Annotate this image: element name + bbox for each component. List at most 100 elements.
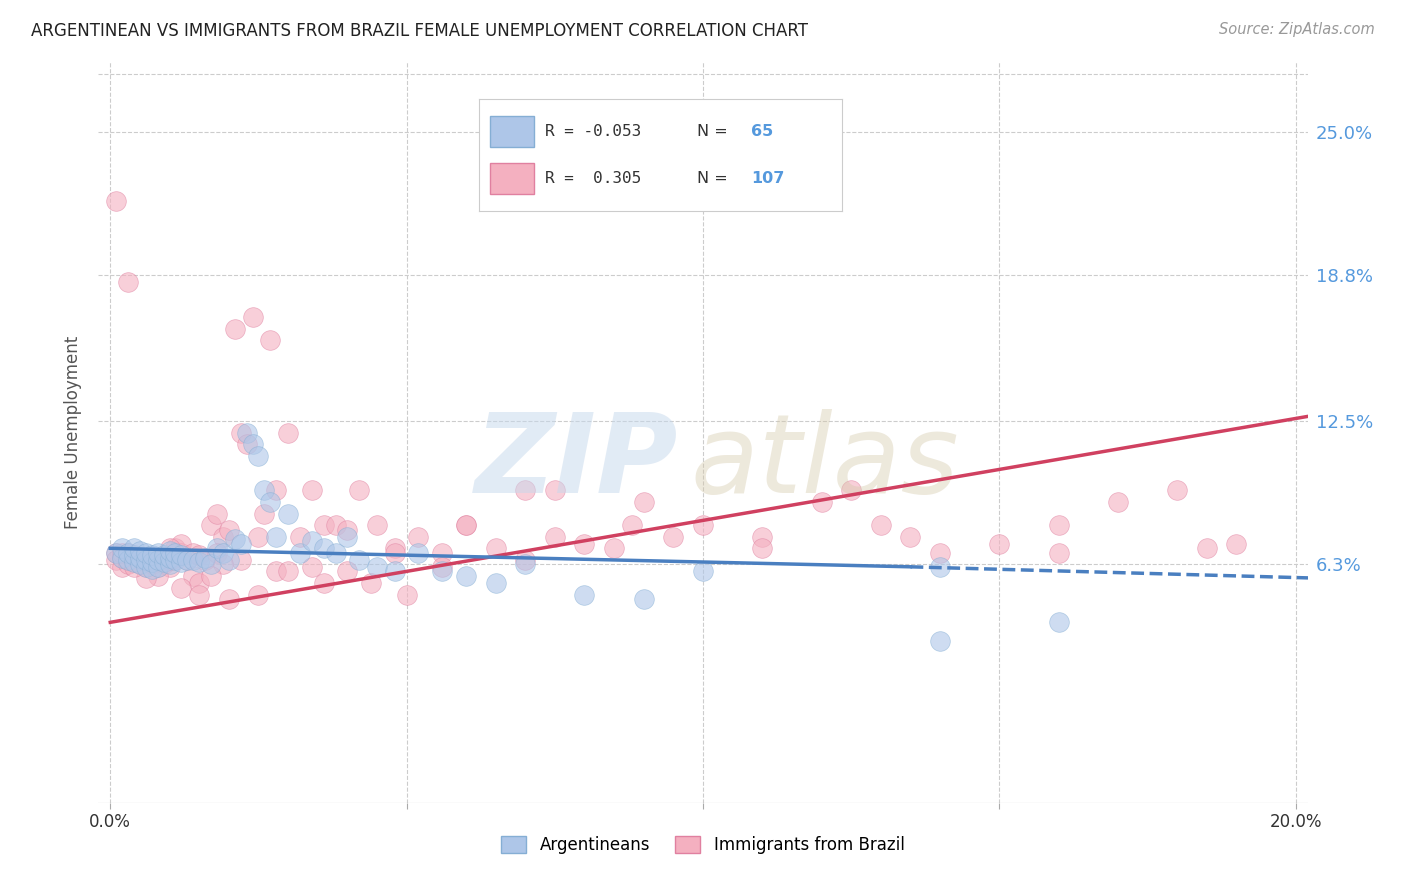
Point xyxy=(408,546,430,560)
Point xyxy=(159,541,181,556)
Point xyxy=(432,565,454,579)
Point xyxy=(170,546,193,560)
Point xyxy=(325,518,347,533)
Point xyxy=(129,550,152,565)
Point xyxy=(170,548,193,562)
Text: Source: ZipAtlas.com: Source: ZipAtlas.com xyxy=(1219,22,1375,37)
Point xyxy=(200,569,222,583)
Text: atlas: atlas xyxy=(690,409,959,516)
Point xyxy=(105,546,128,560)
Point xyxy=(247,588,270,602)
Point xyxy=(544,530,567,544)
Point xyxy=(395,588,418,602)
Point xyxy=(205,546,228,560)
Point xyxy=(146,553,169,567)
Point xyxy=(229,425,252,440)
Point xyxy=(141,555,163,569)
Point xyxy=(122,548,145,562)
Point xyxy=(146,546,169,560)
Point xyxy=(633,495,655,509)
Point xyxy=(259,495,281,509)
Point xyxy=(277,425,299,440)
Point xyxy=(224,532,246,546)
Point xyxy=(141,550,163,565)
Point xyxy=(218,553,240,567)
Point xyxy=(366,518,388,533)
Point xyxy=(141,558,163,572)
Point xyxy=(188,555,211,569)
Point xyxy=(218,592,240,607)
Point xyxy=(515,483,537,498)
Point xyxy=(336,565,359,579)
Point xyxy=(212,558,235,572)
Point xyxy=(165,553,187,567)
Point xyxy=(242,310,264,324)
Point xyxy=(242,437,264,451)
Point xyxy=(159,558,181,572)
Point xyxy=(692,518,714,533)
Point xyxy=(135,546,157,560)
Point xyxy=(135,571,157,585)
Point xyxy=(288,546,311,560)
Point xyxy=(384,541,406,556)
Point xyxy=(224,321,246,335)
Point xyxy=(188,588,211,602)
Point xyxy=(1166,483,1188,498)
Point xyxy=(135,553,157,567)
Point xyxy=(111,550,134,565)
Point xyxy=(146,569,169,583)
Point xyxy=(1107,495,1129,509)
Point xyxy=(751,541,773,556)
Point xyxy=(1047,518,1070,533)
Point xyxy=(277,507,299,521)
Text: ARGENTINEAN VS IMMIGRANTS FROM BRAZIL FEMALE UNEMPLOYMENT CORRELATION CHART: ARGENTINEAN VS IMMIGRANTS FROM BRAZIL FE… xyxy=(31,22,808,40)
Point xyxy=(200,558,222,572)
Point xyxy=(929,546,952,560)
Point xyxy=(122,555,145,569)
Point xyxy=(122,559,145,574)
Point xyxy=(1225,536,1247,550)
Point xyxy=(159,559,181,574)
Text: ZIP: ZIP xyxy=(475,409,679,516)
Point xyxy=(384,546,406,560)
Point xyxy=(347,553,370,567)
Point xyxy=(141,562,163,576)
Point xyxy=(122,555,145,569)
Point xyxy=(159,553,181,567)
Point xyxy=(336,530,359,544)
Point xyxy=(454,569,477,583)
Point xyxy=(929,633,952,648)
Point xyxy=(277,565,299,579)
Point xyxy=(662,530,685,544)
Point xyxy=(751,530,773,544)
Point xyxy=(146,553,169,567)
Point xyxy=(117,558,139,572)
Point xyxy=(165,541,187,556)
Y-axis label: Female Unemployment: Female Unemployment xyxy=(65,336,83,529)
Point xyxy=(259,333,281,347)
Point xyxy=(312,541,335,556)
Point xyxy=(288,530,311,544)
Point xyxy=(141,548,163,562)
Point xyxy=(544,483,567,498)
Point xyxy=(170,536,193,550)
Point xyxy=(301,559,323,574)
Point xyxy=(325,546,347,560)
Point xyxy=(408,530,430,544)
Point xyxy=(105,553,128,567)
Point xyxy=(229,536,252,550)
Point xyxy=(692,565,714,579)
Point xyxy=(347,483,370,498)
Point xyxy=(111,546,134,560)
Point xyxy=(194,550,217,565)
Point xyxy=(111,550,134,565)
Point xyxy=(117,546,139,560)
Point xyxy=(253,483,276,498)
Point xyxy=(1047,546,1070,560)
Point xyxy=(366,559,388,574)
Point xyxy=(988,536,1011,550)
Point xyxy=(515,558,537,572)
Point xyxy=(188,548,211,562)
Point xyxy=(301,534,323,549)
Point xyxy=(839,483,862,498)
